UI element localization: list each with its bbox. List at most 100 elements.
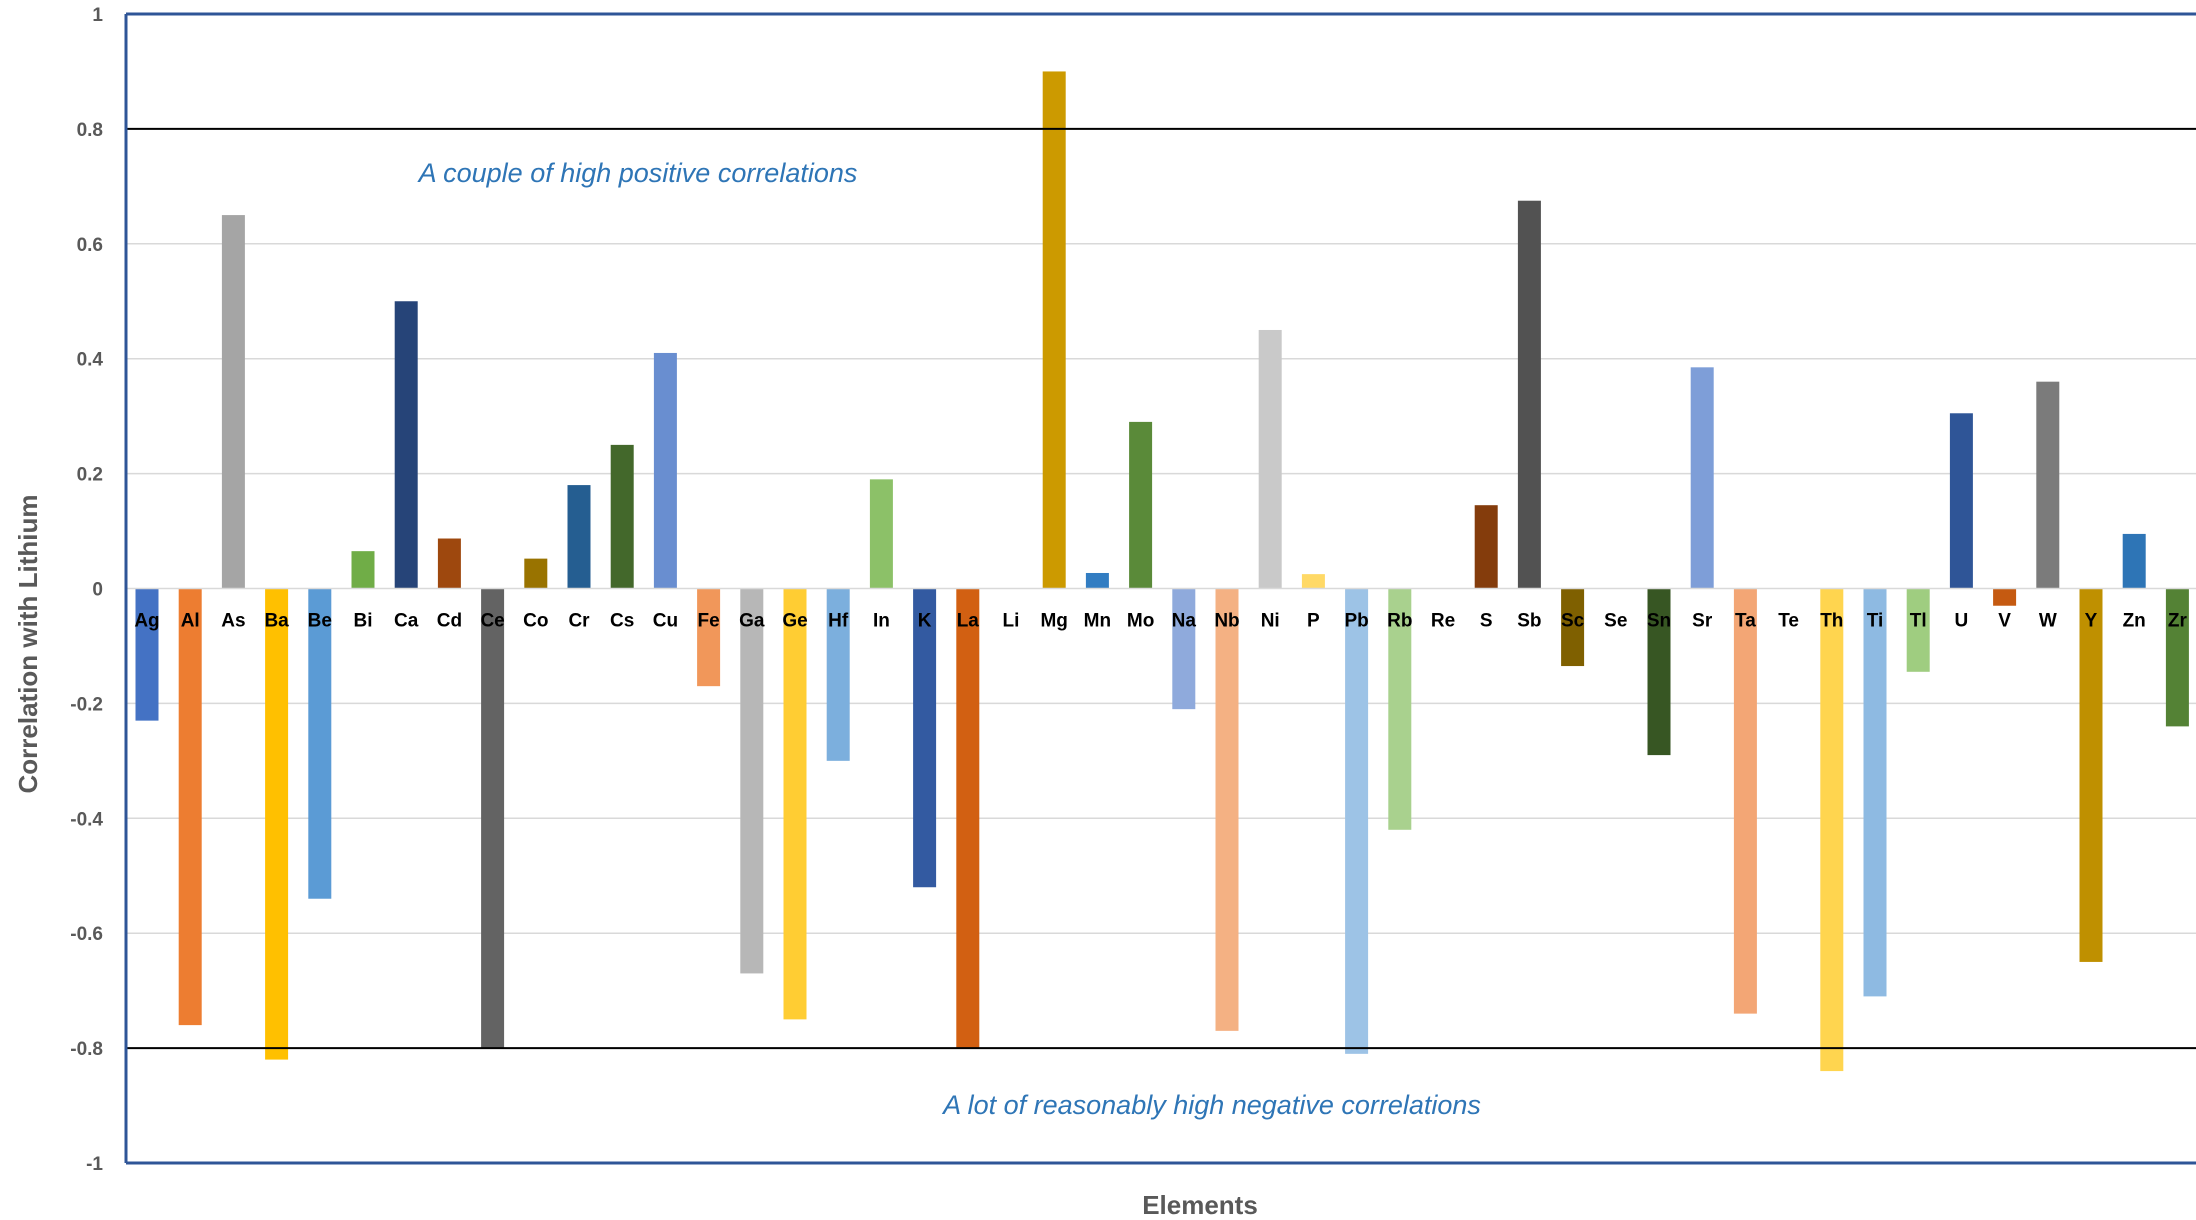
category-label-as: As (221, 611, 245, 632)
category-label-ca: Ca (394, 611, 419, 632)
bar-fe (697, 588, 721, 687)
category-label-zr: Zr (2168, 611, 2188, 632)
bar-la (956, 588, 980, 1049)
category-label-th: Th (1820, 611, 1843, 632)
category-label-sr: Sr (1692, 611, 1713, 632)
bar-cd (437, 538, 461, 589)
category-label-mn: Mn (1084, 611, 1111, 632)
y-tick-label: -0.6 (70, 924, 103, 945)
bar-co (524, 558, 548, 589)
category-label-cr: Cr (568, 611, 590, 632)
category-label-ba: Ba (264, 611, 289, 632)
category-label-w: W (2039, 611, 2057, 632)
bars (135, 71, 2189, 1072)
bar-th (1820, 588, 1844, 1072)
bar-zn (2122, 533, 2146, 589)
category-label-li: Li (1003, 611, 1020, 632)
bar-hf (826, 588, 850, 761)
category-labels: Ag Al As Ba Be Bi Ca Cd Ce Co Cr Cs Cu Fe Ga Ge Hf In K La L… (134, 611, 2187, 632)
bar-al (178, 588, 202, 1026)
category-label-cu: Cu (653, 611, 678, 632)
category-label-re: Re (1431, 611, 1455, 632)
bar-zr (2165, 588, 2189, 727)
bar-as (221, 215, 245, 589)
bar-ge (783, 588, 807, 1020)
category-label-s: S (1480, 611, 1493, 632)
bar-cr (567, 485, 591, 589)
reference-lines (126, 127, 2196, 1050)
bar-cs (610, 444, 634, 589)
y-axis-title: Correlation with Lithium (13, 495, 43, 794)
category-label-co: Co (523, 611, 548, 632)
bar-v (1993, 588, 2017, 606)
category-label-nb: Nb (1214, 611, 1239, 632)
category-label-zn: Zn (2123, 611, 2146, 632)
category-label-rb: Rb (1387, 611, 1412, 632)
bar-in (869, 479, 893, 589)
category-label-se: Se (1604, 611, 1627, 632)
bar-ti (1863, 588, 1887, 997)
category-label-ni: Ni (1261, 611, 1280, 632)
bar-rb (1388, 588, 1412, 830)
y-tick-label: -0.4 (70, 809, 103, 830)
category-label-fe: Fe (698, 611, 720, 632)
x-axis-title: Elements (1142, 1190, 1258, 1220)
category-label-ti: Ti (1867, 611, 1884, 632)
category-label-ta: Ta (1735, 611, 1756, 632)
bar-k (913, 588, 937, 888)
category-label-ag: Ag (134, 611, 159, 632)
bar-ca (394, 301, 418, 589)
y-tick-labels: 1 0.8 0.6 0.4 0.2 0 -0.2 -0.4 -0.6 -0.8 -1 (70, 5, 103, 1175)
bar-y (2079, 588, 2103, 962)
bar-ag (135, 588, 159, 721)
y-tick-label: -0.8 (70, 1039, 103, 1060)
category-label-sb: Sb (1517, 611, 1541, 632)
y-tick-label: 0.8 (77, 120, 103, 141)
category-label-hf: Hf (828, 611, 849, 632)
y-tick-label: 0.2 (77, 465, 103, 486)
category-label-cd: Cd (437, 611, 462, 632)
y-tick-label: 0.6 (77, 235, 103, 256)
annotation-negative: A lot of reasonably high negative correl… (941, 1090, 1481, 1120)
bar-p (1301, 574, 1325, 589)
bar-pb (1345, 588, 1369, 1054)
bar-nb (1215, 588, 1239, 1031)
bar-ta (1733, 588, 1757, 1014)
category-label-ga: Ga (739, 611, 765, 632)
category-label-p: P (1307, 611, 1320, 632)
category-label-k: K (918, 611, 932, 632)
category-label-bi: Bi (354, 611, 373, 632)
category-label-be: Be (308, 611, 332, 632)
category-label-in: In (873, 611, 890, 632)
category-label-ge: Ge (782, 611, 807, 632)
category-label-u: U (1955, 611, 1969, 632)
bar-be (308, 588, 332, 899)
y-tick-label: -0.2 (70, 694, 103, 715)
bar-s (1474, 505, 1498, 589)
bar-sb (1517, 200, 1541, 589)
y-tick-label: 0.4 (77, 350, 104, 371)
category-label-y: Y (2085, 611, 2098, 632)
category-label-mg: Mg (1040, 611, 1067, 632)
category-label-sn: Sn (1647, 611, 1671, 632)
bar-ni (1258, 329, 1282, 589)
bar-mo (1129, 421, 1153, 589)
bar-w (2036, 381, 2060, 589)
annotation-positive: A couple of high positive correlations (417, 158, 858, 188)
bar-mg (1042, 71, 1066, 589)
plot-frame (124, 12, 2196, 1165)
y-tick-label: -1 (86, 1154, 103, 1175)
bar-sn (1647, 588, 1671, 756)
category-label-ce: Ce (480, 611, 504, 632)
bar-bi (351, 551, 375, 589)
bar-u (1949, 413, 1973, 589)
category-label-al: Al (181, 611, 200, 632)
bar-tl (1906, 588, 1930, 672)
bar-ce (481, 588, 505, 1049)
category-label-te: Te (1778, 611, 1799, 632)
category-label-v: V (1998, 611, 2011, 632)
bar-ga (740, 588, 764, 974)
category-label-cs: Cs (610, 611, 634, 632)
bar-sc (1561, 588, 1585, 667)
